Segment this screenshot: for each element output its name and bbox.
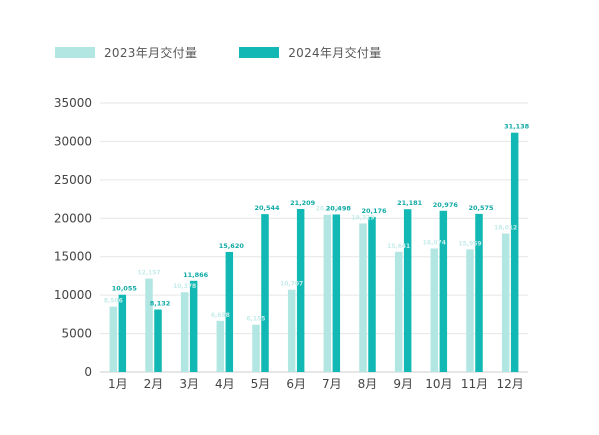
- data-label-2024: 20,976: [433, 201, 459, 209]
- bar-2024: [189, 280, 198, 372]
- data-label-2023: 6,155: [247, 316, 266, 323]
- y-tick-label: 20000: [54, 211, 92, 225]
- x-tick-label: 4月: [215, 377, 235, 391]
- legend-label-2023: 2023年月交付量: [104, 46, 198, 60]
- data-label-2023: 10,378: [173, 283, 196, 290]
- data-label-2024: 21,181: [397, 199, 423, 207]
- bar-2024: [475, 213, 483, 372]
- y-tick-label: 5000: [61, 327, 92, 341]
- bar-2023: [394, 251, 403, 372]
- x-tick-label: 1月: [108, 377, 128, 391]
- bar-2024: [118, 294, 127, 372]
- legend-item-2023: 2023年月交付量: [55, 44, 197, 61]
- data-label-2023: 6,658: [211, 312, 230, 319]
- data-label-2024: 20,176: [361, 207, 387, 215]
- bar-2024: [403, 209, 412, 372]
- bar-2023: [287, 289, 296, 372]
- bar-2024: [261, 214, 269, 372]
- bar-2023: [466, 249, 474, 372]
- y-tick-label: 15000: [54, 250, 92, 264]
- x-tick-label: 10月: [425, 377, 452, 391]
- x-tick-label: 6月: [286, 377, 306, 391]
- x-tick-label: 2月: [144, 377, 164, 391]
- data-label-2023: 19,329: [351, 214, 374, 221]
- bar-2024: [510, 132, 519, 372]
- data-label-2023: 16,074: [423, 239, 446, 246]
- y-tick-label: 35000: [54, 96, 92, 110]
- data-label-2023: 15,641: [387, 243, 410, 250]
- bar-2024: [439, 210, 448, 372]
- bar-2023: [359, 223, 367, 372]
- bar-2023: [216, 320, 225, 372]
- x-tick-label: 11月: [461, 377, 488, 391]
- bar-2023: [501, 233, 510, 372]
- data-label-2024: 31,138: [504, 123, 530, 131]
- bar-2024: [154, 309, 162, 372]
- data-label-2024: 15,620: [219, 242, 245, 250]
- bar-2024: [296, 208, 305, 372]
- x-tick-label: 12月: [497, 377, 524, 391]
- bar-2023: [430, 248, 439, 372]
- bar-2023: [145, 278, 153, 372]
- data-label-2023: 12,157: [137, 270, 160, 277]
- x-tick-label: 5月: [251, 377, 271, 391]
- data-label-2024: 10,055: [112, 285, 138, 293]
- bar-2023: [323, 214, 332, 372]
- data-label-2024: 20,575: [468, 204, 494, 212]
- data-label-2023: 20,462: [316, 206, 339, 213]
- x-tick-label: 7月: [322, 377, 342, 391]
- legend-swatch-2024: [239, 47, 280, 58]
- bar-2024: [332, 214, 341, 372]
- data-label-2023: 15,959: [458, 240, 481, 247]
- bar-2024: [225, 251, 234, 372]
- data-label-2024: 20,544: [254, 204, 280, 212]
- bar-2023: [252, 324, 260, 372]
- legend-label-2024: 2024年月交付量: [288, 46, 382, 60]
- y-tick-label: 10000: [54, 288, 92, 302]
- bar-2024: [368, 216, 376, 372]
- legend-swatch-2023: [55, 47, 95, 58]
- data-label-2024: 21,209: [290, 199, 316, 207]
- x-tick-label: 9月: [393, 377, 413, 391]
- legend: 2023年月交付量 2024年月交付量: [55, 44, 424, 61]
- data-label-2023: 18,012: [494, 225, 517, 232]
- x-tick-label: 3月: [179, 377, 199, 391]
- x-tick-label: 8月: [358, 377, 378, 391]
- y-tick-label: 30000: [54, 134, 92, 148]
- bar-2023: [109, 306, 118, 372]
- data-label-2023: 10,707: [280, 281, 303, 288]
- data-label-2024: 20,498: [326, 204, 352, 212]
- data-label-2024: 11,866: [183, 271, 209, 279]
- data-label-2023: 8,506: [104, 298, 123, 305]
- data-label-2024: 8,132: [150, 299, 171, 307]
- bar-2023: [180, 292, 189, 372]
- legend-item-2024: 2024年月交付量: [239, 44, 381, 61]
- y-tick-label: 0: [84, 365, 92, 379]
- y-tick-label: 25000: [54, 173, 92, 187]
